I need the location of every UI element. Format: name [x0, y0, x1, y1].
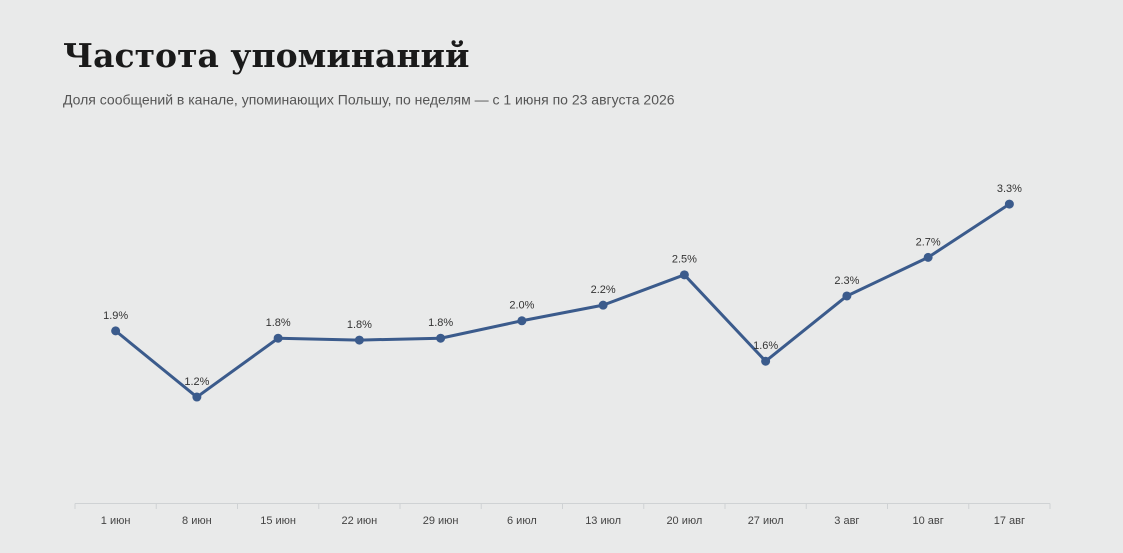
- chart-title: Частота упоминаний: [63, 36, 469, 75]
- x-tick-label: 15 июн: [260, 515, 296, 527]
- data-point: [1004, 199, 1014, 209]
- x-tick-label: 1 июн: [101, 515, 131, 527]
- data-point: [273, 333, 283, 343]
- data-point: [761, 356, 771, 366]
- value-label: 1.8%: [428, 317, 453, 329]
- data-point: [436, 333, 446, 343]
- x-tick-label: 22 июн: [341, 515, 377, 527]
- data-point: [842, 291, 852, 301]
- x-tick-label: 29 июн: [423, 515, 459, 527]
- value-label: 1.8%: [266, 317, 291, 329]
- value-label: 2.0%: [509, 300, 534, 312]
- data-point: [354, 335, 364, 345]
- data-point: [598, 300, 608, 310]
- value-label: 1.8%: [347, 319, 372, 331]
- x-tick-label: 27 июл: [748, 515, 784, 527]
- x-tick-label: 10 авг: [912, 515, 943, 527]
- data-line: [114, 202, 1011, 399]
- value-label: 2.3%: [834, 275, 859, 287]
- data-point: [923, 252, 933, 262]
- chart-subtitle: Доля сообщений в канале, упоминающих Пол…: [63, 92, 675, 108]
- data-point: [679, 270, 689, 280]
- data-point: [192, 392, 202, 402]
- value-label: 2.7%: [916, 236, 941, 248]
- x-tick-label: 17 авг: [994, 515, 1025, 527]
- value-label: 1.9%: [103, 310, 128, 322]
- x-tick-label: 6 июл: [507, 515, 537, 527]
- data-point: [517, 316, 527, 326]
- x-tick-label: 8 июн: [182, 515, 212, 527]
- value-label: 3.3%: [997, 183, 1022, 195]
- x-tick-label: 13 июл: [585, 515, 621, 527]
- data-point: [111, 326, 121, 336]
- x-tick-label: 3 авг: [834, 515, 859, 527]
- value-label: 2.2%: [591, 284, 616, 296]
- x-tick-label: 20 июл: [666, 515, 702, 527]
- value-label: 1.2%: [184, 376, 209, 388]
- value-label: 2.5%: [672, 254, 697, 266]
- value-label: 1.6%: [753, 340, 778, 352]
